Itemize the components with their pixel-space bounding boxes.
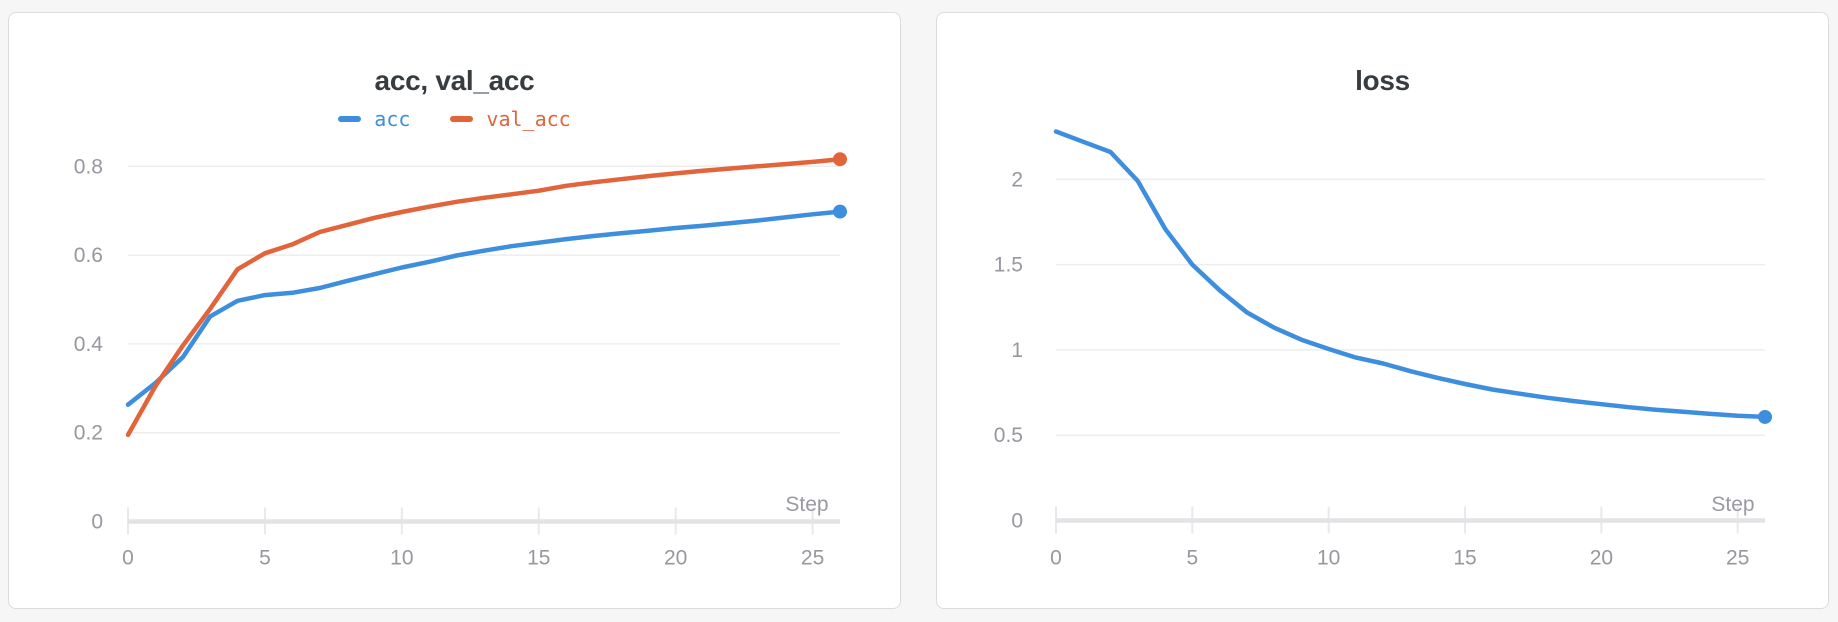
x-tick-label: 20 [664,547,687,570]
x-axis-label: Step [785,493,828,516]
x-axis-label: Step [1711,493,1754,516]
legend-item-val_acc[interactable]: val_acc [450,107,571,131]
x-tick-label: 5 [259,547,271,570]
chart-title: acc, val_acc [374,65,535,96]
plot-area-acc[interactable]: 0 0.2 0.4 0.6 0.8 0 5 10 15 20 25 Step [9,13,900,608]
y-tick-label: 2 [1011,168,1023,191]
x-tick-label: 15 [1453,547,1476,570]
legend-item-acc[interactable]: acc [338,107,410,131]
x-tick-label: 15 [527,547,550,570]
legend-swatch-val_acc [450,116,474,122]
chart-panel-acc[interactable]: acc, val_acc acc val_acc 0 0.2 0.4 0.6 0.8 0 5… [8,12,901,609]
series-line-val_acc [125,156,843,438]
y-tick-label: 0.4 [74,333,104,356]
legend-label-val_acc: val_acc [486,107,571,131]
x-tick-label: 0 [122,547,134,570]
chart-legend: acc val_acc [9,107,900,131]
chart-title: loss [1355,65,1410,96]
series-line-loss [1053,129,1768,420]
x-tick-label: 25 [1726,547,1749,570]
x-tick-label: 20 [1590,547,1613,570]
y-tick-label: 0.8 [74,155,103,178]
y-tick-label: 0.5 [994,424,1023,447]
y-tick-label: 1.5 [994,254,1023,277]
x-tick-label: 10 [1317,547,1340,570]
legend-swatch-acc [338,116,362,122]
y-tick-label: 0 [1011,510,1023,533]
series-endpoint-val_acc [833,152,847,167]
x-tick-label: 25 [801,547,824,570]
x-tick-label: 10 [390,547,413,570]
x-tick-label: 5 [1187,547,1199,570]
x-tick-label: 0 [1050,547,1062,570]
series-endpoint-acc [833,204,847,219]
legend-label-acc: acc [374,107,411,131]
y-tick-label: 0 [91,511,103,534]
series-line-acc [125,209,843,407]
y-tick-label: 1 [1011,339,1023,362]
chart-panel-loss[interactable]: loss 0 0.5 1 1.5 2 0 5 10 15 20 25 Step [936,12,1829,609]
y-tick-label: 0.2 [74,422,103,445]
y-tick-label: 0.6 [74,244,103,267]
series-endpoint-loss [1758,409,1772,424]
